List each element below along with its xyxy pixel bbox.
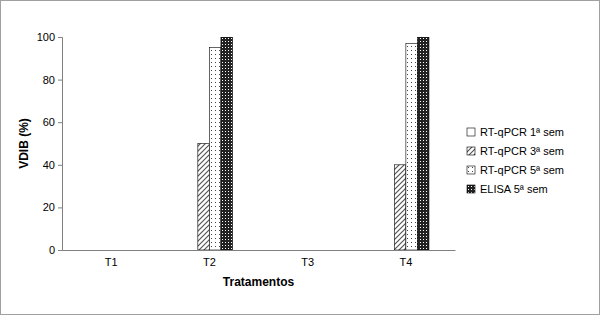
y-axis-title: VDIB (%) (17, 118, 31, 169)
bar (308, 250, 320, 251)
x-axis-line (63, 250, 456, 251)
legend: RT-qPCR 1ª sem RT-qPCR 3ª sem RT-qPCR 5ª s… (467, 126, 564, 195)
y-tick-mark (58, 207, 62, 208)
x-tick: T3 (301, 250, 314, 268)
bar (406, 43, 418, 250)
legend-item: RT-qPCR 3ª sem (467, 145, 564, 157)
y-axis: 0 20 40 60 80 100 (37, 31, 63, 256)
y-tick: 0 (49, 244, 62, 256)
x-tick-label: T4 (399, 256, 412, 268)
bars (198, 37, 429, 250)
y-tick: 20 (43, 201, 62, 213)
bar-series (221, 37, 429, 250)
bar (296, 250, 308, 251)
legend-swatch (467, 185, 475, 193)
y-tick-mark (58, 80, 62, 81)
x-axis-title: Tratamentos (223, 275, 295, 289)
legend-item: RT-qPCR 5ª sem (467, 164, 564, 176)
bar (417, 37, 429, 250)
legend-swatch (467, 166, 475, 174)
legend-label: RT-qPCR 3ª sem (480, 145, 564, 157)
legend-label: RT-qPCR 5ª sem (480, 164, 564, 176)
y-tick-label: 80 (43, 74, 55, 86)
bar (319, 250, 331, 251)
y-tick-mark (58, 165, 62, 166)
x-axis: T1 T2 T3 T4 (63, 250, 456, 268)
bar (285, 250, 297, 251)
y-tick: 100 (37, 31, 62, 43)
x-tick: T2 (203, 250, 216, 268)
chart: 0 20 40 60 80 100 T1 T2 T3 T4 Tratamentos VDIB (%) R… (0, 0, 600, 315)
bar (123, 250, 135, 251)
bar-series (209, 43, 417, 250)
bar (383, 250, 395, 251)
x-tick-label: T3 (301, 256, 314, 268)
y-tick: 40 (43, 159, 62, 171)
plot: 0 20 40 60 80 100 T1 T2 T3 T4 Tratamentos VDIB (%) (17, 31, 456, 289)
x-tick-label: T1 (105, 256, 118, 268)
y-tick-mark (58, 250, 62, 251)
legend-swatch (467, 128, 475, 136)
y-tick-mark (58, 122, 62, 123)
bar (111, 250, 123, 251)
bar (100, 250, 112, 251)
bar (88, 250, 100, 251)
y-tick: 60 (43, 116, 62, 128)
bar (394, 165, 406, 250)
legend-swatch (467, 147, 475, 155)
bar (186, 250, 198, 251)
bar (209, 48, 221, 250)
x-tick-label: T2 (203, 256, 216, 268)
x-tick: T4 (399, 250, 412, 268)
y-tick-mark (58, 37, 62, 38)
y-tick-label: 60 (43, 116, 55, 128)
y-tick-label: 20 (43, 201, 55, 213)
chart-border (1, 1, 600, 315)
y-tick-label: 40 (43, 159, 55, 171)
legend-label: ELISA 5ª sem (480, 183, 548, 195)
bar (198, 144, 210, 251)
y-tick: 80 (43, 74, 62, 86)
bar (221, 37, 233, 250)
y-tick-label: 0 (49, 244, 55, 256)
y-axis-line (58, 38, 63, 251)
legend-item: RT-qPCR 1ª sem (467, 126, 564, 138)
x-tick: T1 (105, 250, 118, 268)
legend-label: RT-qPCR 1ª sem (480, 126, 564, 138)
y-tick-label: 100 (37, 31, 55, 43)
legend-item: ELISA 5ª sem (467, 183, 548, 195)
